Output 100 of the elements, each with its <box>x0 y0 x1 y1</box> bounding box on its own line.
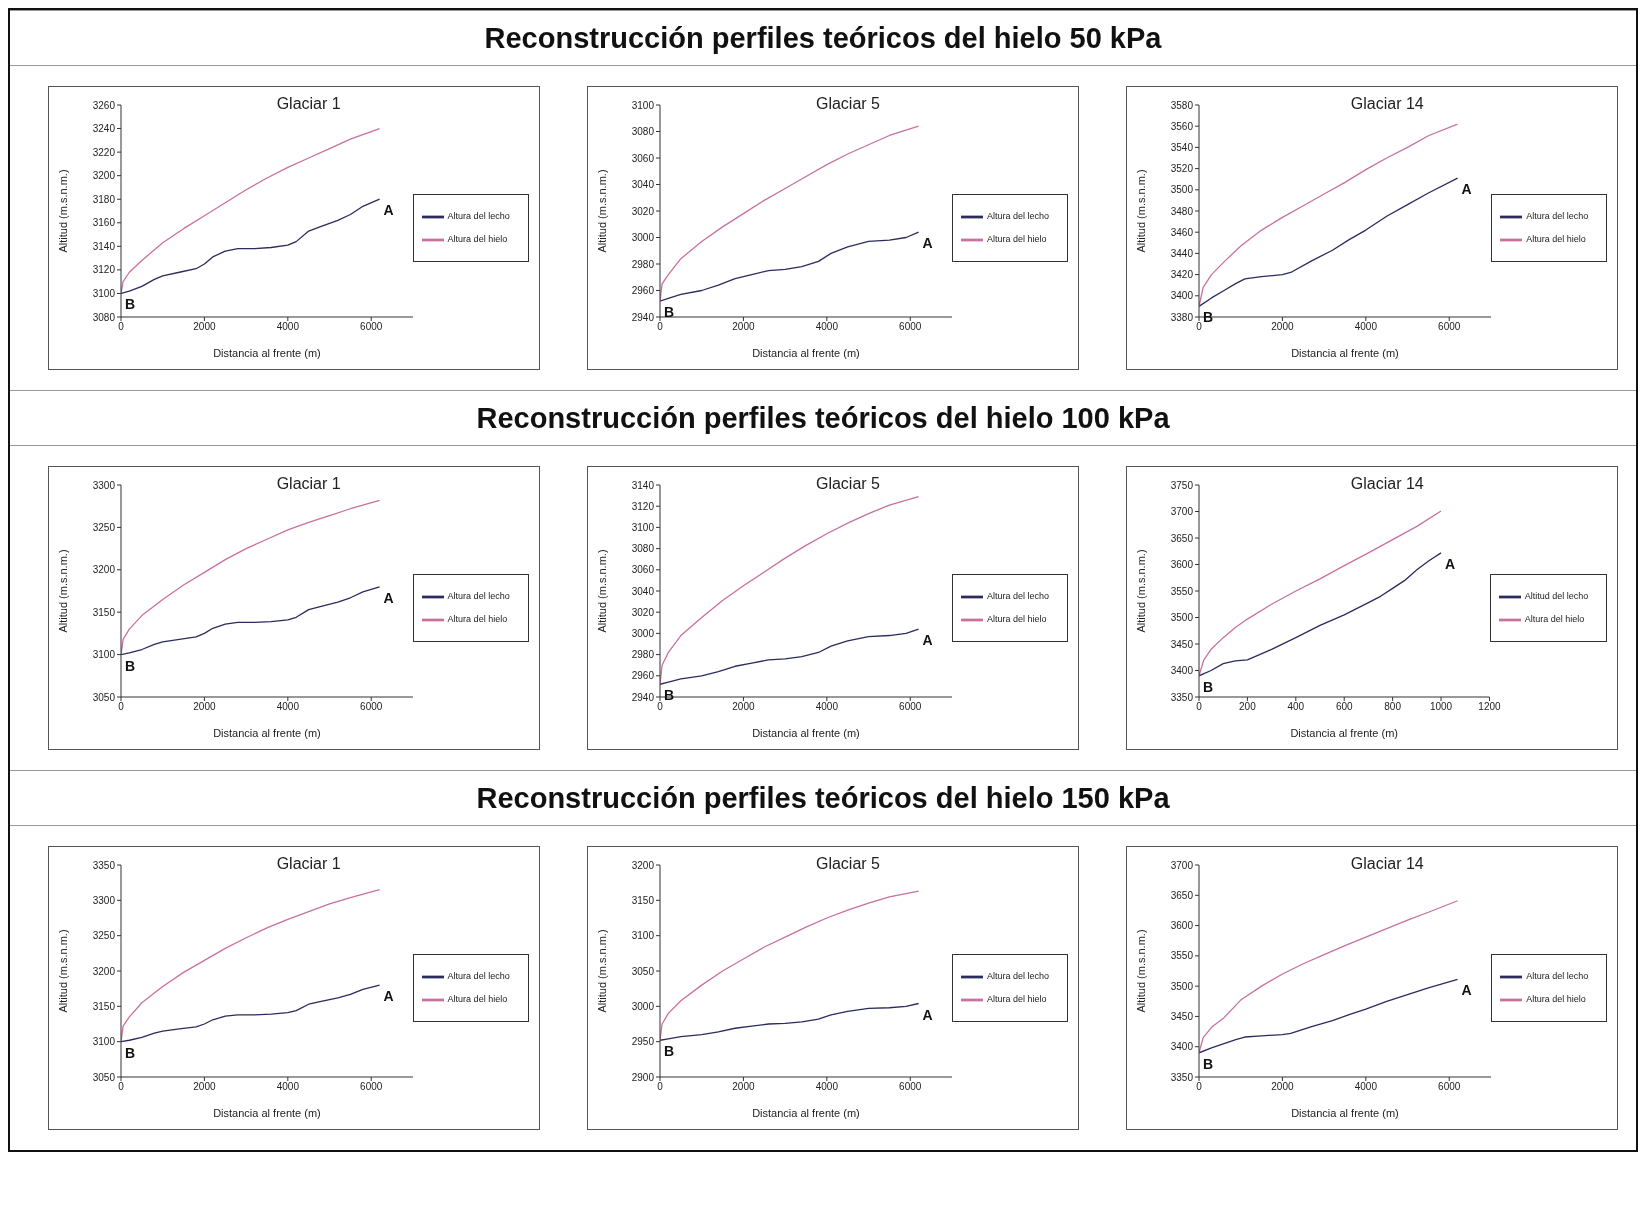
annotation: B <box>1203 678 1214 695</box>
x-tick-label: 2000 <box>192 701 216 713</box>
y-tick-label: 2980 <box>631 649 655 661</box>
line-series <box>659 1002 920 1041</box>
x-tick-label: 0 <box>1196 1081 1203 1093</box>
annotation: A <box>383 988 394 1005</box>
x-tick-label: 4000 <box>1355 321 1378 333</box>
x-tick-label: 2000 <box>732 321 755 333</box>
legend-label: Altitud del lecho <box>1524 591 1589 602</box>
y-tick-label: 3200 <box>631 859 655 871</box>
x-tick-label: 0 <box>1196 701 1203 713</box>
annotation: A <box>922 1006 933 1023</box>
y-tick-label: 3600 <box>1171 559 1194 571</box>
chart-title: Glaciar 1 <box>275 475 342 493</box>
legend-label: Altura del lecho <box>1526 971 1589 982</box>
legend-label: Altura del hielo <box>1524 614 1585 624</box>
y-tick-label: 3180 <box>92 193 116 205</box>
y-tick-label: 3200 <box>92 564 116 576</box>
x-tick-label: 2000 <box>1271 1081 1295 1093</box>
y-axis-title: Altitud (m.s.n.m.) <box>1135 169 1148 253</box>
y-tick-label: 3080 <box>631 126 655 138</box>
legend-label: Altura del hielo <box>986 614 1047 624</box>
x-tick-label: 1000 <box>1430 701 1453 713</box>
x-tick-label: 1200 <box>1478 701 1502 713</box>
annotation: B <box>663 1043 675 1060</box>
y-tick-label: 3100 <box>631 930 655 942</box>
line-series <box>120 198 380 295</box>
y-tick-label: 3500 <box>1171 612 1194 624</box>
y-tick-label: 3580 <box>1171 99 1194 111</box>
y-tick-label: 3450 <box>1171 1010 1194 1022</box>
legend-label: Altura del hielo <box>447 994 508 1004</box>
y-axis-title: Altitud (m.s.n.m.) <box>595 929 608 1013</box>
x-tick-label: 0 <box>657 321 664 333</box>
y-tick-label: 3200 <box>92 965 116 977</box>
y-tick-label: 3500 <box>1171 980 1194 992</box>
legend-label: Altura del hielo <box>986 994 1047 1004</box>
x-tick-label: 6000 <box>359 701 383 713</box>
y-tick-label: 3100 <box>631 521 655 533</box>
x-tick-label: 4000 <box>815 321 839 333</box>
annotation: B <box>663 304 675 321</box>
y-tick-label: 3160 <box>92 217 116 229</box>
chart-title: Glaciar 1 <box>275 95 342 113</box>
legend-label: Altura del hielo <box>447 234 508 244</box>
legend-label: Altura del hielo <box>1526 994 1586 1004</box>
y-tick-label: 2950 <box>631 1036 655 1048</box>
y-tick-label: 3040 <box>631 179 655 191</box>
x-tick-label: 600 <box>1336 701 1354 713</box>
annotation: B <box>663 687 675 704</box>
y-tick-label: 3250 <box>92 521 116 533</box>
x-tick-label: 6000 <box>359 321 383 333</box>
y-tick-label: 3100 <box>92 1036 116 1048</box>
annotation: B <box>124 296 135 313</box>
y-tick-label: 3150 <box>92 606 116 618</box>
x-tick-label: 2000 <box>1271 321 1295 333</box>
x-tick-label: 2000 <box>192 321 216 333</box>
x-tick-label: 4000 <box>276 321 300 333</box>
y-tick-label: 3650 <box>1171 889 1194 901</box>
y-tick-label: 3700 <box>1171 506 1194 518</box>
y-tick-label: 3350 <box>1171 691 1194 703</box>
annotation: A <box>922 235 933 252</box>
x-tick-label: 4000 <box>276 701 300 713</box>
y-tick-label: 2960 <box>631 285 655 297</box>
y-tick-label: 3560 <box>1171 120 1194 132</box>
chart-title: Glaciar 5 <box>814 475 881 493</box>
x-tick-label: 4000 <box>1355 1081 1378 1093</box>
y-axis-title: Altitud (m.s.n.m.) <box>595 169 608 253</box>
legend-label: Altura del hielo <box>986 234 1047 244</box>
x-tick-label: 2000 <box>192 1081 216 1093</box>
line-series <box>120 984 380 1043</box>
y-tick-label: 3120 <box>92 264 116 276</box>
y-tick-label: 3350 <box>92 859 116 871</box>
y-tick-label: 2980 <box>631 258 655 270</box>
line-series <box>1199 978 1459 1054</box>
y-tick-label: 3140 <box>92 240 116 252</box>
text: Reconstrucción perfiles teóricos del hielo 50 kPa <box>10 10 1636 66</box>
line-series <box>120 586 380 656</box>
y-tick-label: 2900 <box>631 1071 655 1083</box>
y-tick-label: 3100 <box>92 287 116 299</box>
y-axis-title: Altitud (m.s.n.m.) <box>56 929 69 1013</box>
x-tick-label: 4000 <box>815 1081 839 1093</box>
line-series <box>659 628 920 685</box>
x-tick-label: 6000 <box>899 701 922 713</box>
y-tick-label: 3540 <box>1171 141 1194 153</box>
x-tick-label: 200 <box>1239 701 1257 713</box>
chart-title: Glaciar 5 <box>814 95 881 113</box>
legend-label: Altura del lecho <box>447 211 510 222</box>
y-tick-label: 3100 <box>631 99 655 111</box>
y-tick-label: 3300 <box>92 479 116 491</box>
y-tick-label: 3100 <box>92 649 116 661</box>
y-tick-label: 3000 <box>631 627 655 639</box>
legend-label: Altura del lecho <box>447 971 510 982</box>
y-tick-label: 3700 <box>1171 859 1194 871</box>
y-tick-label: 3400 <box>1171 290 1194 302</box>
legend-label: Altura del hielo <box>1526 234 1586 244</box>
y-tick-label: 3020 <box>631 205 655 217</box>
y-tick-label: 3300 <box>92 894 116 906</box>
annotation: A <box>383 589 394 606</box>
legend-label: Altura del hielo <box>447 614 508 624</box>
legend-label: Altura del lecho <box>986 971 1049 982</box>
x-tick-label: 0 <box>117 1081 124 1093</box>
